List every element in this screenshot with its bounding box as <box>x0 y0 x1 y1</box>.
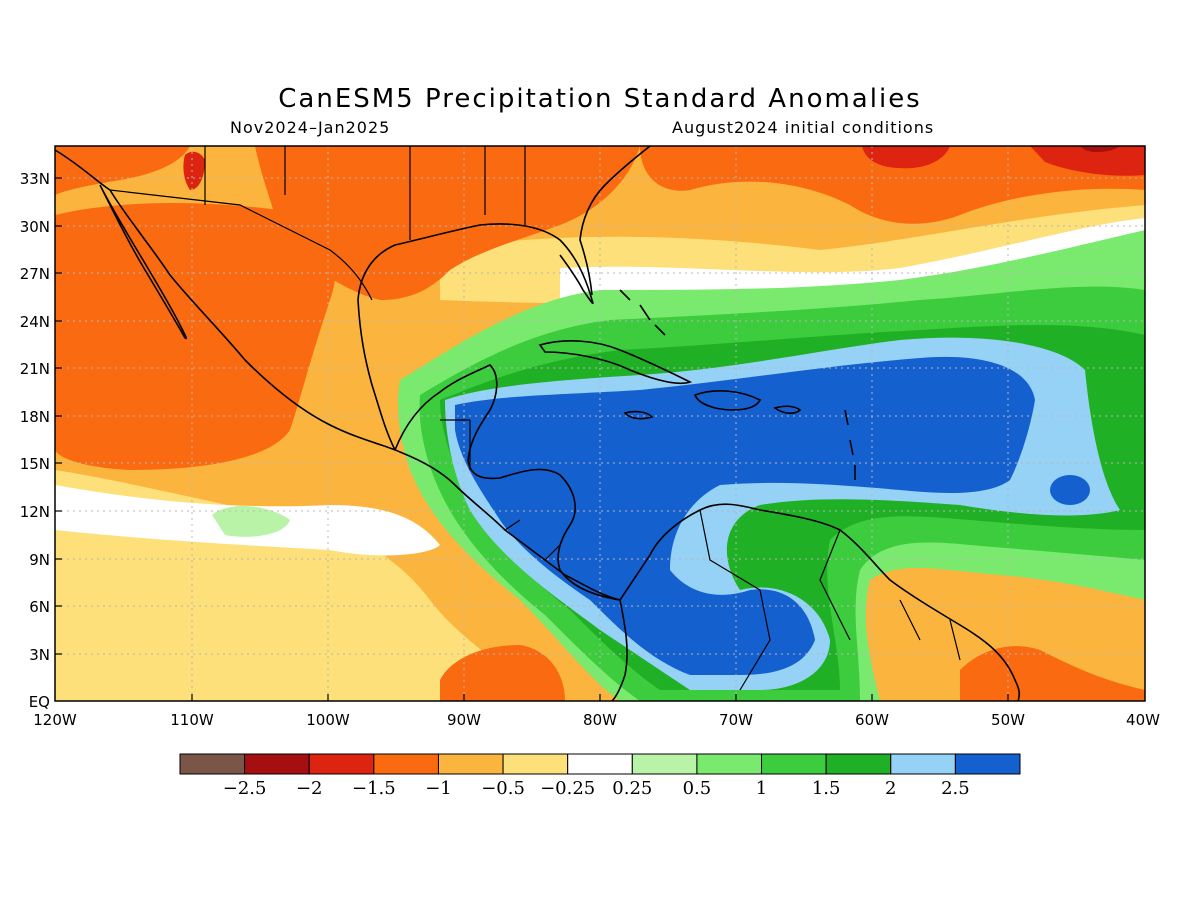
legend-label: 2.5 <box>941 778 970 799</box>
y-tick-label: 30N <box>20 218 50 236</box>
x-tick-label: 120W <box>33 711 77 729</box>
field-red-blob-1 <box>183 151 205 190</box>
coast-pacific-mexico <box>55 149 621 601</box>
legend-swatch <box>179 753 246 775</box>
legend-swatch <box>567 753 633 775</box>
y-tick-label: EQ <box>29 693 50 711</box>
field-red-blob-2 <box>862 146 950 169</box>
y-axis-labels: 33N 30N 27N 24N 21N 18N 15N 12N 9N 6N 3N… <box>20 170 50 711</box>
legend-label: 0.5 <box>683 778 712 799</box>
axis-ticks <box>55 177 1009 701</box>
x-tick-label: 60W <box>855 711 889 729</box>
coast-puerto-rico <box>773 405 802 414</box>
graticule <box>55 146 1145 701</box>
legend-label: −0.5 <box>481 778 525 799</box>
border-south-america <box>699 509 961 691</box>
coast-antilles <box>844 409 856 480</box>
forecast-period: Nov2024–Jan2025 <box>230 118 391 137</box>
legend-swatch <box>631 753 698 775</box>
coast-colombia <box>611 599 628 701</box>
x-tick-label: 80W <box>583 711 617 729</box>
initial-conditions: August2024 initial conditions <box>672 118 935 137</box>
y-tick-label: 21N <box>20 360 50 378</box>
x-tick-label: 100W <box>306 711 350 729</box>
legend-label: −2 <box>296 778 323 799</box>
field-green-pacific-blob <box>212 505 290 537</box>
field-orange-north-us <box>255 146 640 300</box>
field-darkred-blob <box>1080 146 1120 153</box>
field-white-north <box>560 218 1145 308</box>
field-orange-north-atl <box>640 146 1145 224</box>
coast-hispaniola <box>693 390 762 411</box>
legend-label: −1.5 <box>352 778 396 799</box>
field-orange-nwpac <box>55 146 190 195</box>
coast-bahamas <box>619 289 666 336</box>
y-tick-label: 15N <box>20 455 50 473</box>
y-tick-label: 9N <box>29 551 50 569</box>
coast-cuba <box>538 340 693 385</box>
legend-label: −1 <box>425 778 452 799</box>
x-tick-label: 90W <box>447 711 481 729</box>
legend-swatch <box>954 753 1021 775</box>
legend-swatch <box>890 753 956 775</box>
coast-us-east <box>579 146 651 296</box>
y-tick-label: 33N <box>20 170 50 188</box>
coast-baja <box>99 184 187 340</box>
legend-swatch <box>308 753 375 775</box>
field-orange-s-america <box>960 646 1145 701</box>
color-legend: −2.5 −2 −1.5 −1 −0.5 −0.25 0.25 0.5 1 1.5 2 2.5 <box>179 753 1021 799</box>
x-tick-label: 70W <box>719 711 753 729</box>
y-tick-label: 18N <box>20 408 50 426</box>
coast-gulf <box>357 223 594 451</box>
x-axis-labels: 120W 110W 100W 90W 80W 70W 60W 50W 40W <box>33 711 1160 729</box>
map-title: CanESM5 Precipitation Standard Anomalies <box>278 84 922 114</box>
legend-swatch <box>825 753 892 775</box>
legend-swatch <box>244 753 310 775</box>
coast-yucatan <box>394 364 621 601</box>
field-red-blob-3 <box>1030 146 1145 176</box>
border-us-states <box>204 146 526 240</box>
y-tick-label: 6N <box>29 598 50 616</box>
legend-swatch <box>437 753 504 775</box>
legend-swatch <box>696 753 763 775</box>
field-orange-west <box>55 203 336 470</box>
legend-label: 1.5 <box>812 778 841 799</box>
x-tick-label: 40W <box>1126 711 1160 729</box>
x-tick-label: 50W <box>991 711 1025 729</box>
legend-label: −0.25 <box>540 778 595 799</box>
coast-jamaica <box>623 410 654 420</box>
legend-label: 2 <box>885 778 896 799</box>
legend-swatch <box>761 753 827 775</box>
legend-label: 0.25 <box>612 778 652 799</box>
x-tick-label: 110W <box>170 711 214 729</box>
border-central-america <box>440 419 561 561</box>
y-tick-label: 3N <box>29 646 50 664</box>
legend-swatch <box>502 753 569 775</box>
field-orange-sw-pac <box>440 645 565 701</box>
legend-label: 1 <box>756 778 767 799</box>
coastlines <box>55 146 1021 701</box>
y-tick-label: 12N <box>20 503 50 521</box>
y-tick-label: 27N <box>20 265 50 283</box>
legend-label: −2.5 <box>223 778 267 799</box>
y-tick-label: 24N <box>20 313 50 331</box>
border-us-mexico <box>109 189 373 301</box>
borders <box>109 146 961 691</box>
field-blue-spot-inner <box>1050 475 1090 505</box>
legend-swatch <box>373 753 439 775</box>
